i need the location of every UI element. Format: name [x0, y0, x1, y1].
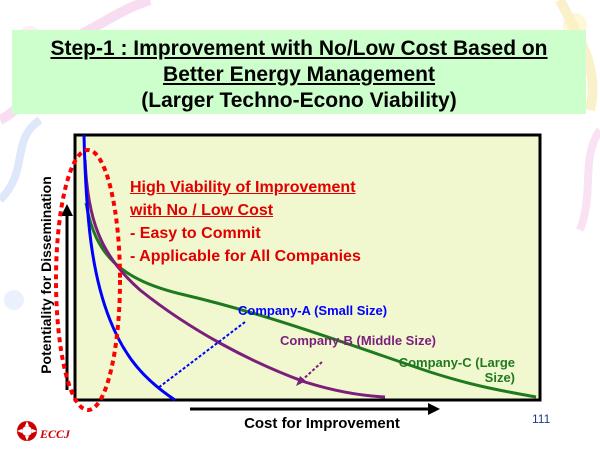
annotation-heading-2: with No / Low Cost [130, 202, 274, 219]
curve-company-a [82, 134, 176, 402]
x-axis-arrow [190, 403, 440, 415]
x-axis-label: Cost for Improvement [244, 415, 400, 432]
highlight-ellipse [54, 148, 122, 412]
title-box: Step-1 : Improvement with No/Low Cost Ba… [12, 30, 586, 114]
title-line-3: (Larger Techno-Econo Viability) [141, 89, 457, 112]
leader-line-company-a [157, 321, 246, 389]
label-company-c: Company-C (Large Size) [365, 355, 515, 385]
curve-company-b [83, 159, 386, 399]
viability-annotation: High Viability of Improvement with No / … [130, 176, 361, 268]
y-axis-arrow [61, 204, 73, 390]
annotation-bullet-2: - Applicable for All Companies [130, 248, 361, 265]
annotation-heading-1: High Viability of Improvement [130, 179, 356, 196]
label-company-b: Company-B (Middle Size) [280, 333, 437, 348]
logo-text: ECCJ [40, 427, 71, 441]
plot-area [73, 133, 542, 402]
page-number: 111 [532, 412, 551, 426]
label-company-c-line-2: Size) [484, 370, 515, 385]
eccj-logo-icon [17, 421, 37, 441]
label-company-a: Company-A (Small Size) [238, 303, 388, 318]
title-line-1: Step-1 : Improvement with No/Low Cost Ba… [50, 37, 548, 60]
label-company-c-line-1: Company-C (Large [398, 355, 515, 370]
annotation-bullet-1: - Easy to Commit [130, 225, 261, 242]
title-line-2: Better Energy Management [163, 63, 435, 86]
y-axis-label: Potentiality for Dissemination [38, 176, 54, 374]
